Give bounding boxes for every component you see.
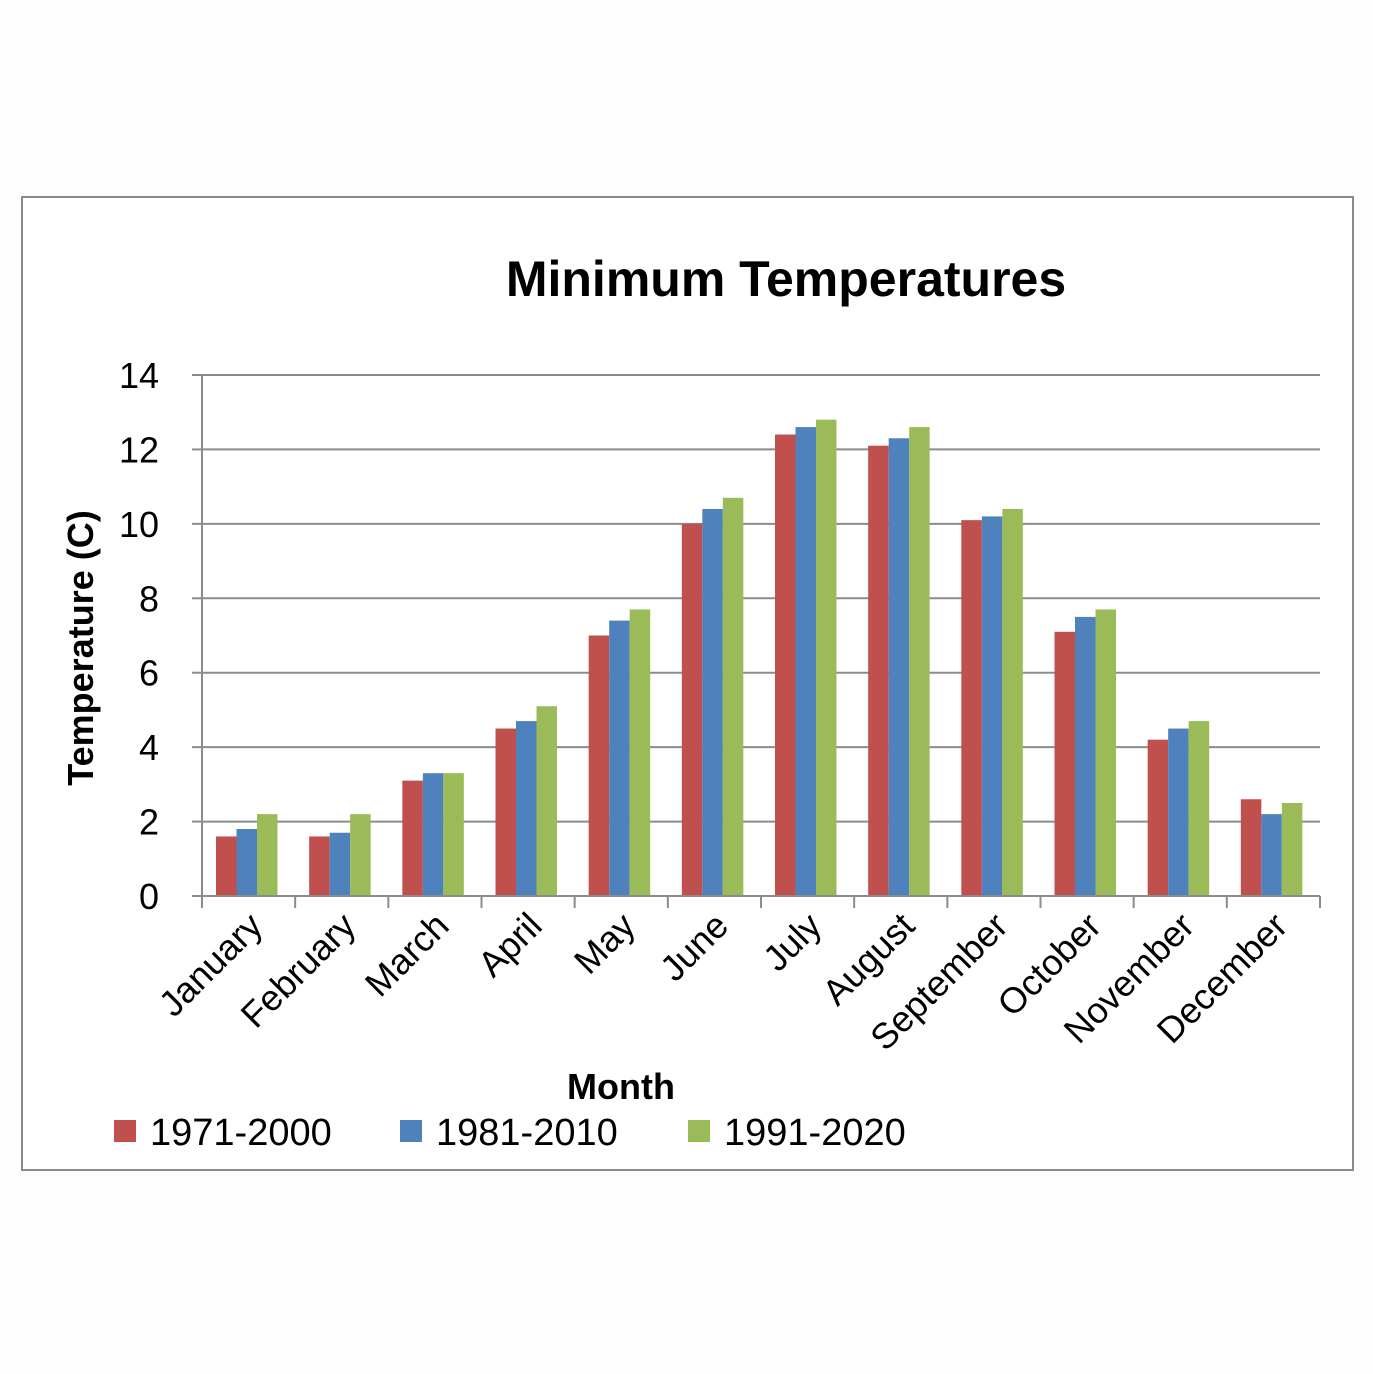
x-tick-label: April — [470, 905, 550, 985]
bar — [909, 427, 930, 896]
bar — [629, 609, 651, 896]
bar — [216, 836, 237, 896]
x-tick-label: May — [566, 905, 643, 982]
bar — [1261, 814, 1282, 896]
chart-frame: Minimum Temperatures 0 2 4 6 8 10 12 14 January… — [21, 196, 1354, 1171]
legend-label: 1981-2010 — [436, 1112, 618, 1154]
bar — [257, 814, 278, 896]
legend-item: 1981-2010 — [400, 1112, 618, 1154]
y-tick-label: 12 — [119, 429, 159, 470]
x-tick-label: March — [357, 905, 457, 1005]
legend: 1971-2000 1981-2010 1991-2020 — [114, 1112, 906, 1154]
bar — [516, 721, 537, 896]
bars — [216, 419, 1303, 896]
bar — [1240, 799, 1262, 896]
y-tick-label: 4 — [139, 727, 159, 768]
y-tick-label: 8 — [139, 578, 159, 619]
bar — [588, 635, 610, 896]
legend-item: 1991-2020 — [688, 1112, 906, 1154]
legend-label: 1991-2020 — [724, 1112, 906, 1154]
legend-label: 1971-2000 — [150, 1112, 332, 1154]
bar — [1054, 631, 1075, 896]
bar — [329, 832, 351, 896]
y-tick-label: 14 — [119, 355, 159, 396]
bar — [1168, 728, 1189, 896]
bar — [422, 773, 444, 896]
bar — [536, 706, 557, 896]
legend-swatch — [114, 1120, 136, 1142]
bar — [1095, 609, 1116, 896]
y-axis-title: Temperature (C) — [60, 510, 101, 785]
bar — [1188, 721, 1210, 896]
legend-item: 1971-2000 — [114, 1112, 332, 1154]
bar — [795, 427, 816, 896]
y-tick-label: 0 — [139, 876, 159, 917]
bar — [236, 829, 257, 896]
bar — [495, 728, 516, 896]
x-tick-label: June — [652, 905, 736, 989]
legend-swatch — [688, 1120, 710, 1142]
bar — [1075, 616, 1096, 896]
bar — [722, 497, 744, 896]
y-tick-label: 2 — [139, 802, 159, 843]
bar — [888, 438, 910, 896]
y-tick-label: 10 — [119, 504, 159, 545]
bar — [1002, 508, 1023, 896]
y-tick-labels: 0 2 4 6 8 10 12 14 — [119, 355, 159, 917]
bar — [702, 508, 723, 896]
chart-title: Minimum Temperatures — [506, 251, 1066, 307]
bar — [1147, 739, 1169, 896]
x-axis-title: Month — [567, 1066, 675, 1107]
bar — [443, 773, 464, 896]
bar — [681, 523, 703, 896]
y-tick-label: 6 — [139, 653, 159, 694]
legend-swatch — [400, 1120, 422, 1142]
bar — [981, 516, 1003, 896]
bar — [350, 814, 371, 896]
axes — [192, 374, 1321, 908]
bar — [961, 520, 982, 896]
x-tick-label: July — [755, 905, 829, 979]
bar — [868, 445, 889, 896]
gridlines — [202, 374, 1320, 823]
bar — [609, 620, 630, 896]
bar — [1281, 802, 1303, 896]
bar — [309, 836, 330, 896]
bar — [402, 780, 423, 896]
bar — [816, 419, 837, 896]
bar — [775, 434, 796, 896]
